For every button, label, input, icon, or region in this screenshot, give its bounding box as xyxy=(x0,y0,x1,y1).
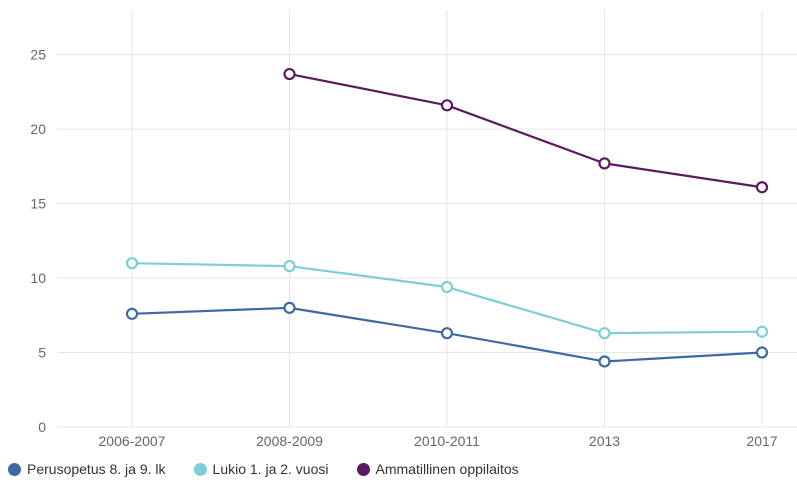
legend-marker-icon xyxy=(356,462,370,476)
legend-item[interactable]: Ammatillinen oppilaitos xyxy=(356,461,519,477)
data-point[interactable] xyxy=(283,260,296,273)
legend-label: Ammatillinen oppilaitos xyxy=(375,461,519,477)
legend-label: Lukio 1. ja 2. vuosi xyxy=(212,461,329,477)
series-group xyxy=(125,301,769,368)
y-tick-label: 5 xyxy=(38,345,46,361)
data-point[interactable] xyxy=(755,346,769,359)
chart-legend: Perusopetus 8. ja 9. lk Lukio 1. ja 2. vu… xyxy=(8,458,547,480)
data-point[interactable] xyxy=(440,280,454,294)
data-point[interactable] xyxy=(125,307,139,320)
legend-label: Perusopetus 8. ja 9. lk xyxy=(27,461,166,477)
x-tick-label: 2017 xyxy=(746,433,777,449)
x-tick-label: 2008-2009 xyxy=(256,433,323,449)
data-point[interactable] xyxy=(440,327,454,340)
x-tick-label: 2013 xyxy=(589,433,620,449)
line-chart: 0 5 10 15 20 25 2006-2007 2008-2009 2010-2011 201… xyxy=(30,10,797,449)
grid-layer xyxy=(57,10,797,428)
data-point[interactable] xyxy=(598,355,611,368)
legend-marker-icon xyxy=(8,462,21,476)
x-tick-label: 2006-2007 xyxy=(99,433,166,449)
legend-item[interactable]: Perusopetus 8. ja 9. lk xyxy=(8,461,166,477)
data-point[interactable] xyxy=(440,99,454,112)
legend-marker-icon xyxy=(193,462,207,476)
series-group xyxy=(125,257,769,340)
data-point[interactable] xyxy=(283,67,296,81)
data-point[interactable] xyxy=(598,157,611,170)
data-point[interactable] xyxy=(755,325,769,338)
series-group xyxy=(283,67,769,194)
series-line xyxy=(288,72,764,189)
axis-labels: 0 5 10 15 20 25 2006-2007 2008-2009 2010-2011 201… xyxy=(30,47,777,449)
series-layer xyxy=(125,67,769,368)
legend-item[interactable]: Lukio 1. ja 2. vuosi xyxy=(193,461,329,477)
x-tick-label: 2010-2011 xyxy=(414,433,480,449)
y-tick-label: 15 xyxy=(30,196,46,212)
data-point[interactable] xyxy=(283,301,296,314)
y-tick-label: 20 xyxy=(30,121,46,137)
y-tick-label: 25 xyxy=(30,47,46,63)
y-tick-label: 10 xyxy=(30,270,46,286)
data-point[interactable] xyxy=(598,327,611,340)
data-point[interactable] xyxy=(755,181,769,194)
chart-svg: 0 5 10 15 20 25 2006-2007 2008-2009 2010-2011 201… xyxy=(30,10,797,449)
y-tick-label: 0 xyxy=(38,419,46,435)
data-point[interactable] xyxy=(125,257,139,270)
